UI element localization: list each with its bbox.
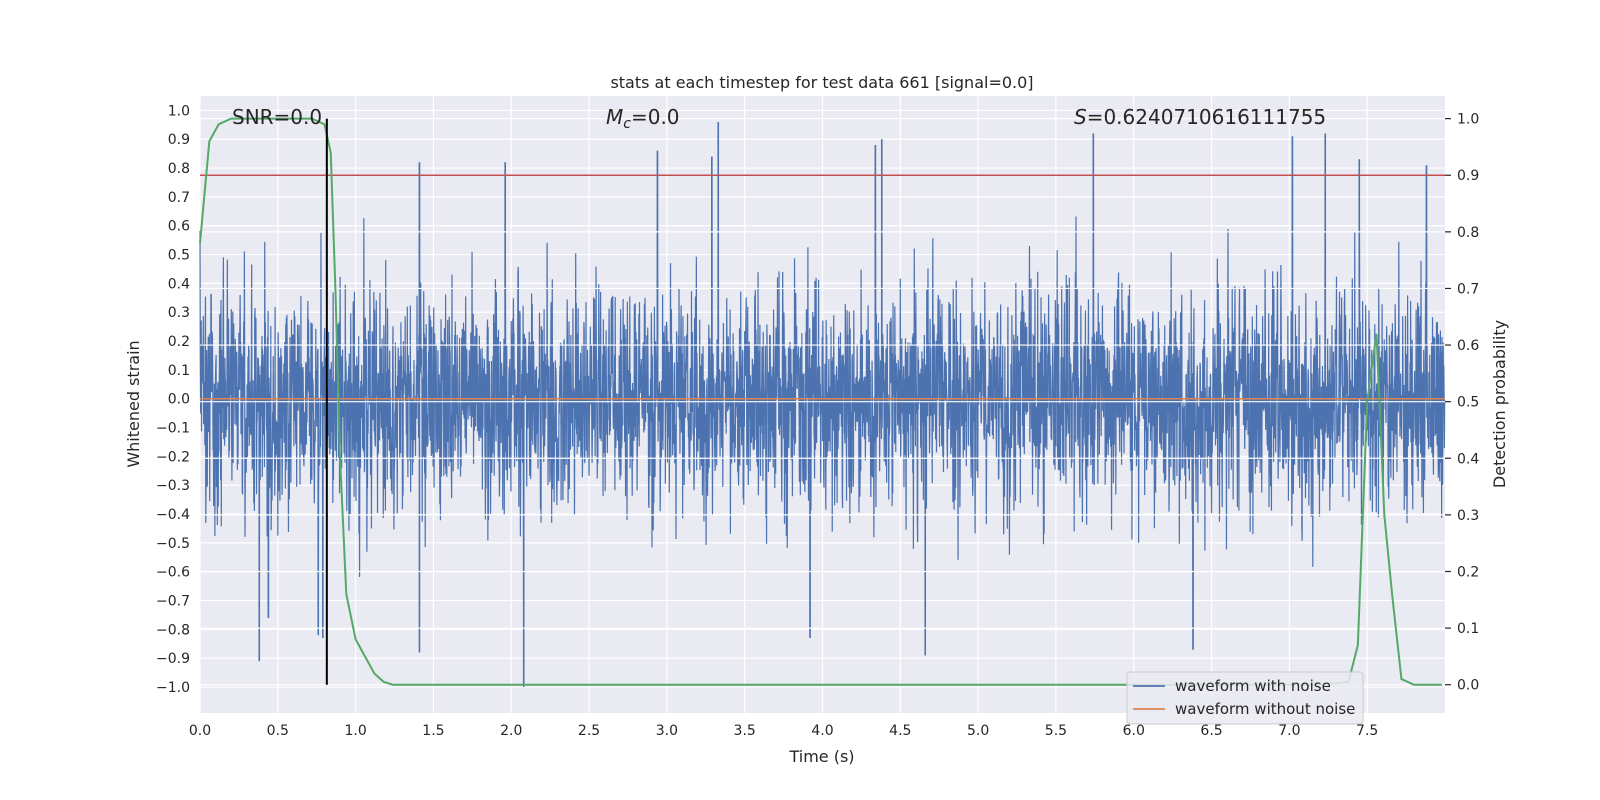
y-left-tick-label: 0.8 [168, 161, 190, 177]
x-tick-label: 7.0 [1278, 723, 1300, 739]
y-left-tick-label: −0.7 [156, 594, 190, 610]
x-tick-label: 1.5 [422, 723, 444, 739]
detection-probability-line [199, 117, 1442, 686]
y-left-tick-label: 0.3 [168, 305, 190, 321]
legend: waveform with noise waveform without noi… [1126, 671, 1364, 725]
x-tick-label: 3.0 [656, 723, 678, 739]
y-left-tick-label: −0.9 [156, 651, 190, 667]
y-axis-left-label: Whitened strain [124, 340, 143, 467]
y-left-tick-label: −1.0 [156, 680, 190, 696]
x-tick-label: 5.5 [1045, 723, 1067, 739]
y-right-tick-label: 1.0 [1457, 112, 1479, 128]
y-left-tick-label: −0.4 [156, 507, 190, 523]
y-right-tick-label: 0.0 [1457, 678, 1479, 694]
legend-label-noise: waveform with noise [1175, 677, 1331, 695]
y-axis-right-label: Detection probability [1490, 320, 1509, 488]
y-right-tick-label: 0.6 [1457, 338, 1479, 354]
y-right-tick-label: 0.4 [1457, 451, 1479, 467]
y-left-tick-label: −0.1 [156, 421, 190, 437]
y-right-tick-label: 0.7 [1457, 281, 1479, 297]
s-symbol: S [1074, 105, 1087, 129]
y-right-tick-label: 0.8 [1457, 225, 1479, 241]
x-tick-label: 4.5 [889, 723, 911, 739]
y-left-tick-label: −0.3 [156, 478, 190, 494]
overlays [199, 117, 1445, 686]
y-left-tick-label: 0.1 [168, 363, 190, 379]
chirp-mass-subscript: c [623, 116, 631, 132]
y-right-tick-label: 0.3 [1457, 508, 1479, 524]
x-axis-label: Time (s) [788, 747, 854, 766]
x-tick-label: 3.5 [734, 723, 756, 739]
y-left-tick-label: 0.7 [168, 190, 190, 206]
s-value: =0.6240710616111755 [1087, 105, 1326, 129]
legend-box [1126, 671, 1364, 725]
series-waveform-with-noise [199, 121, 1446, 688]
y-right-tick-label: 0.9 [1457, 168, 1479, 184]
y-axis-left-ticks: 1.0 0.9 0.8 0.7 0.6 0.5 0.4 0.3 0.2 0.1 0.0 −0.1 −0.… [156, 103, 190, 696]
noise-trace [199, 121, 1446, 688]
y-left-tick-label: −0.8 [156, 622, 190, 638]
legend-label-clean: waveform without noise [1175, 700, 1355, 718]
x-tick-label: 0.0 [189, 723, 211, 739]
y-right-tick-label: 0.2 [1457, 564, 1479, 580]
y-left-tick-label: −0.6 [156, 565, 190, 581]
x-tick-label: 6.0 [1123, 723, 1145, 739]
x-tick-label: 1.0 [344, 723, 366, 739]
y-left-tick-label: 0.2 [168, 334, 190, 350]
x-axis-ticks: 0.0 0.5 1.0 1.5 2.0 2.5 3.0 3.5 4.0 4.5 5.0 5.5 6.0 6… [189, 723, 1378, 739]
chirp-mass-annotation: Mc=0.0 [606, 105, 680, 132]
y-right-tick-label: 0.5 [1457, 395, 1479, 411]
x-tick-label: 6.5 [1200, 723, 1222, 739]
y-axis-right-ticks: 1.0 0.9 0.8 0.7 0.6 0.5 0.4 0.3 0.2 0.1 0.0 [1445, 112, 1479, 694]
y-left-tick-label: 0.6 [168, 219, 190, 235]
y-left-tick-label: 0.0 [168, 392, 190, 408]
x-tick-label: 0.5 [267, 723, 289, 739]
y-left-tick-label: 0.5 [168, 248, 190, 264]
y-left-tick-label: 0.9 [168, 132, 190, 148]
x-tick-label: 5.0 [967, 723, 989, 739]
x-tick-label: 2.5 [578, 723, 600, 739]
snr-annotation: SNR=0.0 [232, 105, 322, 129]
x-tick-label: 7.5 [1356, 723, 1378, 739]
y-left-tick-label: 1.0 [168, 103, 190, 119]
y-left-tick-label: −0.2 [156, 449, 190, 465]
y-right-tick-label: 0.1 [1457, 621, 1479, 637]
chart-title: stats at each timestep for test data 661… [610, 73, 1033, 92]
chirp-mass-symbol: M [606, 105, 623, 129]
y-left-tick-label: 0.4 [168, 276, 190, 292]
x-tick-label: 4.0 [811, 723, 833, 739]
chirp-mass-value: =0.0 [631, 105, 680, 129]
s-annotation: S=0.6240710616111755 [1074, 105, 1326, 129]
x-tick-label: 2.0 [500, 723, 522, 739]
y-left-tick-label: −0.5 [156, 536, 190, 552]
